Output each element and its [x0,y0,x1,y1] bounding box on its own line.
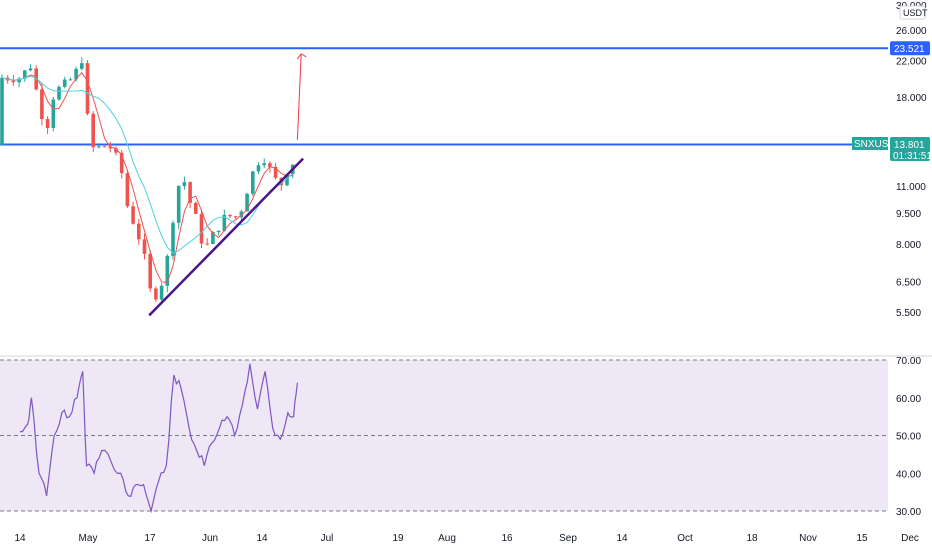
candle-body [233,216,238,218]
symbol-label: SNXUSDT [854,139,902,150]
candle-body [154,288,158,300]
candle-body [256,165,261,172]
date-axis-tick: Aug [438,533,456,544]
candle-body [211,232,215,244]
candle-body [165,255,170,286]
candle-body [262,163,266,166]
candle-body [142,239,147,254]
candle-body [91,113,95,148]
date-axis-tick: Sep [559,533,577,544]
date-axis-tick: 15 [856,533,868,544]
rsi-axis-tick: 40.00 [896,469,921,480]
candle-body [251,171,255,194]
date-axis-tick: Jul [321,533,334,544]
candle-body [45,118,50,128]
candle-body [119,152,124,174]
candle-body [137,223,141,240]
candle-body [34,68,38,90]
candle-body [114,148,118,153]
candle-body [245,193,249,212]
candle-body [68,79,73,81]
date-axis-tick: May [79,533,98,544]
date-axis-tick: Dec [901,533,919,544]
date-axis-tick: 17 [144,533,156,544]
date-axis-tick: 18 [746,533,758,544]
candle-body [148,253,152,289]
date-axis-tick: Nov [799,533,817,544]
candle-body [85,63,90,114]
price-axis-tick: 22.000 [896,56,927,67]
current-price-label: 13.801 [894,140,925,151]
candle-body [28,68,33,71]
candle-body [159,285,164,300]
candle-body [273,166,278,178]
current-price-badge [890,136,930,161]
price-axis-tick: 26.000 [896,26,927,37]
candle-body [11,80,16,83]
price-axis-tick: 8.000 [896,240,921,251]
candle-body [57,86,61,100]
candle-body [62,79,67,87]
price-axis-tick: 11.000 [896,182,926,193]
rsi-axis-tick: 60.00 [896,394,921,405]
countdown-label: 01:31:51 [893,151,932,162]
price-axis-tick: 9.500 [896,209,921,220]
projection-arrow-line[interactable] [296,53,302,140]
ma-fast-line [1,71,293,283]
candle-body [182,182,187,186]
candle-body [216,230,221,233]
candle-body [102,146,107,148]
candle-body [125,173,130,207]
candle-body [194,202,198,214]
candle-body [285,174,289,186]
currency-unit-label: USDT [903,8,928,18]
date-axis-tick: 16 [501,533,513,544]
date-axis-tick: 14 [14,533,26,544]
candle-body [188,182,192,203]
candle-body [17,78,21,83]
date-axis-tick: Oct [677,533,693,544]
date-axis-tick: 19 [392,533,404,544]
candle-body [222,214,227,231]
rsi-axis-tick: 30.00 [896,507,921,518]
candle-body [199,213,204,244]
date-axis-tick: 14 [616,533,628,544]
candle-body [51,99,56,128]
candle-body [23,70,27,79]
candle-body [0,77,4,145]
level-price-label: 23.521 [894,44,925,55]
date-axis-tick: Jun [202,533,218,544]
ma-slow-line [1,75,294,254]
candle-body [205,243,209,245]
candle-body [176,185,181,223]
candle-body [268,163,272,167]
level-price-badge [890,41,930,56]
price-axis-tick: 6.500 [896,278,921,289]
candle-body [131,206,135,224]
candle-body [40,89,44,119]
candle-body [80,63,84,69]
ascending-trendline[interactable] [148,157,304,317]
rsi-axis-tick: 50.00 [896,432,921,443]
candle-body [228,214,232,217]
rsi-axis-tick: 70.00 [896,356,921,367]
date-axis-tick: 14 [256,533,268,544]
rsi-line [19,363,298,514]
symbol-badge [852,136,888,150]
price-axis-tick: 5.500 [896,308,921,319]
candle-body [74,68,78,80]
projection-arrow-head [296,53,307,60]
price-axis-tick: 18.000 [896,93,927,104]
candle-body [97,146,101,148]
candle-body [171,222,175,256]
currency-unit-box[interactable] [899,5,926,20]
